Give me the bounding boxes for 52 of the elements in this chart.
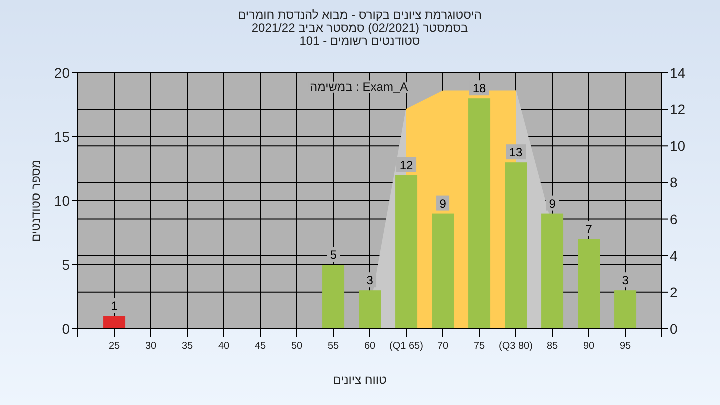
x-tick-label: 50	[291, 341, 303, 352]
y2-tick-label: 0	[670, 320, 678, 337]
x-tick-label: 40	[218, 341, 230, 352]
y2-tick-label: 12	[670, 102, 686, 118]
x-tick-label: 45	[254, 341, 266, 352]
x-tick-label: 75	[474, 341, 486, 352]
bar	[359, 290, 382, 329]
y-tick-label: 5	[62, 256, 70, 273]
chart-subtitle: בסמסטר (02/2021) סמסטר אביב 2021/22 סטודנטים רשומים - 101	[250, 21, 470, 48]
y2-tick-label: 2	[670, 284, 678, 300]
bar	[468, 98, 491, 329]
x-tick-label: 90	[583, 341, 595, 352]
y-tick-label: 15	[54, 128, 70, 145]
x-tick-label: (Q3 80)	[499, 341, 533, 352]
data-label: 9	[549, 196, 556, 211]
bar	[104, 316, 126, 329]
data-label: 3	[366, 274, 374, 288]
data-label: 1	[111, 299, 118, 314]
bar	[322, 265, 345, 329]
y-axis-title: מספר סטודנטים	[29, 160, 43, 242]
bar	[542, 214, 564, 329]
bar	[614, 290, 637, 329]
x-tick-label: 30	[145, 341, 157, 352]
x-tick-label: 70	[437, 341, 449, 352]
x-tick-label: 25	[108, 341, 120, 352]
x-tick-label: 60	[364, 341, 376, 352]
y2-tick-label: 4	[670, 248, 678, 264]
y2-tick-label: 10	[670, 138, 686, 154]
x-tick-label: 55	[328, 341, 340, 352]
data-label: 18	[472, 82, 487, 96]
data-label: 3	[622, 274, 630, 288]
x-tick-label: 95	[620, 341, 632, 352]
bar	[505, 162, 528, 329]
x-tick-label: 35	[182, 341, 194, 352]
x-tick-label: 85	[546, 341, 558, 352]
data-label: 12	[400, 158, 414, 172]
data-label: 5	[330, 248, 338, 262]
y-tick-label: 0	[62, 320, 70, 337]
bar	[396, 175, 418, 329]
y-tick-label: 20	[54, 64, 70, 81]
chart-title: היסטוגרמת ציונים בקורס - מבוא להנדסת חומרים	[237, 8, 483, 22]
bar	[578, 239, 600, 329]
y-tick-label: 10	[54, 192, 70, 209]
y2-tick-label: 14	[670, 64, 686, 81]
x-tick-label: (Q1 65)	[390, 341, 424, 352]
data-label: 13	[509, 146, 524, 160]
data-label: 9	[440, 196, 447, 211]
bar	[432, 214, 454, 329]
data-label: 7	[586, 222, 593, 236]
y2-tick-label: 6	[670, 211, 678, 228]
x-axis-title: טווח ציונים	[332, 373, 388, 387]
y2-tick-label: 8	[670, 174, 678, 191]
